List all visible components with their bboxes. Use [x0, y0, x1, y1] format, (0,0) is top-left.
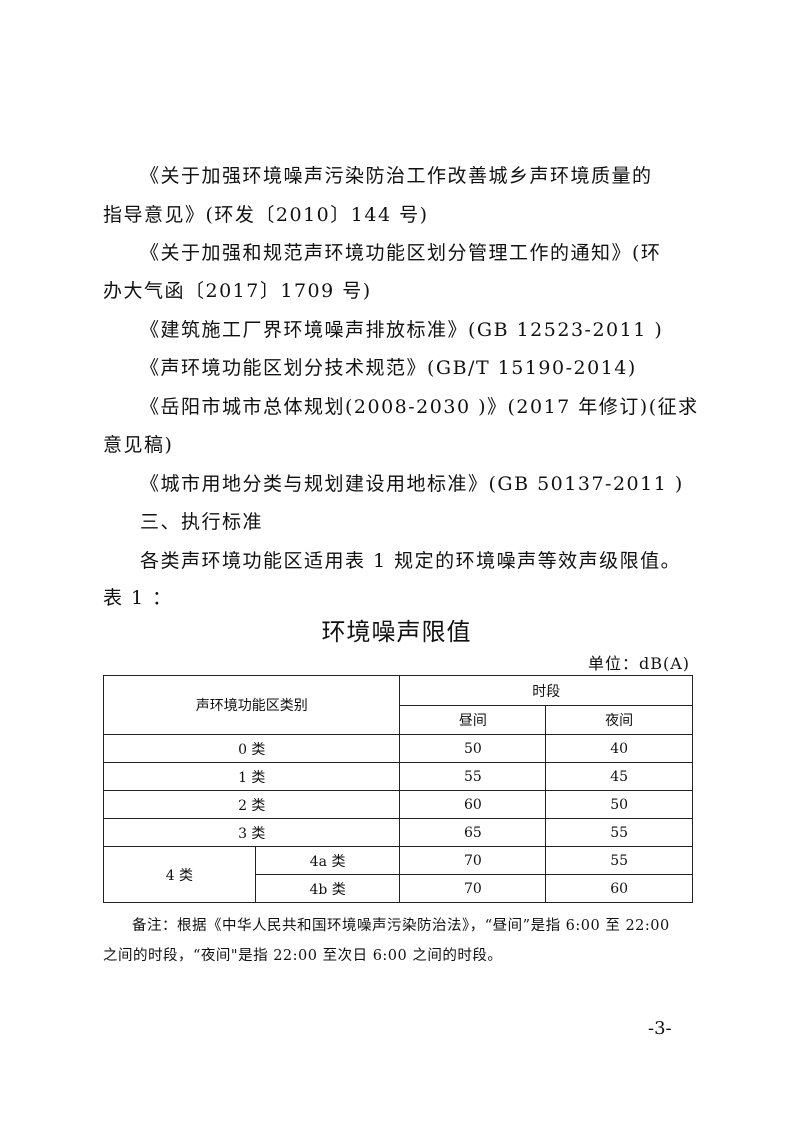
paragraph-line: 《建筑施工厂界环境噪声排放标准》(GB 12523-2011 ) [140, 319, 664, 341]
paragraph-line: 《城市用地分类与规划建设用地标准》(GB 50137-2011 ) [140, 473, 684, 495]
table-caption: 表 1 ： [103, 587, 173, 609]
cell-day: 55 [399, 762, 547, 791]
paragraph-line: 意见稿) [103, 434, 174, 456]
cell-night: 40 [545, 734, 693, 763]
table-row: 0 类 50 40 [102, 734, 693, 763]
table-row: 4 类 4a 类 70 55 [103, 846, 693, 903]
table-row: 2 类 60 50 [102, 790, 693, 819]
paragraph-line: 《声环境功能区划分技术规范》(GB/T 15190-2014) [140, 357, 637, 379]
cell-night: 45 [545, 762, 693, 791]
cell-day: 70 [399, 846, 547, 875]
page-number: -3- [648, 1018, 672, 1039]
table-title: 环境噪声限值 [321, 618, 472, 646]
paragraph-line: 办大气函〔2017〕1709 号) [103, 280, 372, 302]
cell-category: 3 类 [102, 818, 401, 847]
paragraph-line: 各类声环境功能区适用表 1 规定的环境噪声等效声级限值。 [140, 550, 682, 572]
paragraph-line: 《关于加强和规范声环境功能区划分管理工作的通知》(环 [140, 242, 662, 264]
cell-night: 60 [545, 874, 693, 903]
cell-category: 2 类 [102, 790, 401, 819]
table-row: 3 类 65 55 [102, 818, 693, 847]
cell-night: 55 [545, 818, 693, 847]
table-header-row: 昼间 夜间 [104, 705, 693, 735]
table-row: 4b 类 70 60 [104, 874, 693, 903]
cell-day: 70 [399, 874, 547, 903]
section-heading: 三、执行标准 [140, 511, 264, 533]
noise-limit-table: 声环境功能区类别 时段 昼间 夜间 0 类 50 40 1 类 55 45 2 … [102, 675, 693, 903]
header-day: 昼间 [399, 705, 547, 735]
cell-day: 50 [399, 734, 547, 763]
table-header-row: 声环境功能区类别 时段 [102, 675, 693, 735]
cell-category: 1 类 [102, 762, 401, 791]
cell-night: 55 [545, 846, 693, 875]
cell-category: 0 类 [102, 734, 401, 763]
header-period: 时段 [399, 675, 693, 706]
cell-category: 4 类 [103, 846, 256, 903]
cell-night: 50 [545, 790, 693, 819]
header-category: 声环境功能区类别 [102, 675, 401, 735]
paragraph-line: 《关于加强环境噪声污染防治工作改善城乡声环境质量的 [140, 165, 653, 187]
cell-day: 65 [399, 818, 547, 847]
cell-subcategory: 4b 类 [254, 874, 401, 903]
cell-day: 60 [399, 790, 547, 819]
table-note: 备注：根据《中华人民共和国环境噪声污染防治法》，“昼间”是指 6:00 至 22… [132, 918, 670, 934]
cell-subcategory: 4a 类 [254, 846, 401, 875]
paragraph-line: 《岳阳市城市总体规划(2008-2030 )》(2017 年修订)(征求 [140, 396, 699, 418]
table-note: 之间的时段，“夜间"是指 22:00 至次日 6:00 之间的时段。 [103, 948, 503, 964]
table-unit: 单位：dB(A) [587, 654, 690, 673]
table-row: 1 类 55 45 [102, 762, 693, 791]
paragraph-line: 指导意见》(环发〔2010〕144 号) [103, 204, 429, 226]
header-night: 夜间 [545, 705, 693, 735]
